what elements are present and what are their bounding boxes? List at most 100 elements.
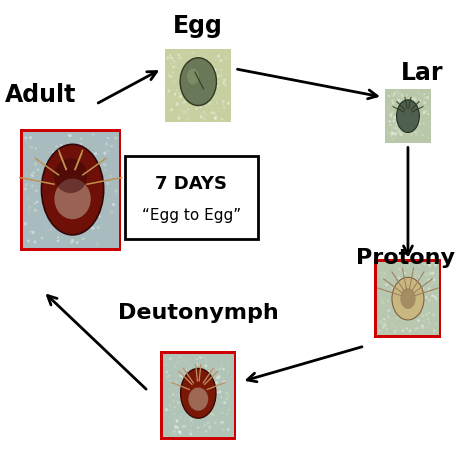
Point (421, 93, 429, 101)
Point (218, 410, 226, 417)
Point (225, 406, 233, 414)
Point (223, 100, 231, 108)
Point (394, 108, 401, 116)
Point (99, 177, 107, 185)
Point (399, 327, 407, 335)
Point (388, 91, 396, 99)
Point (198, 100, 206, 108)
Point (188, 92, 195, 100)
Point (107, 173, 115, 180)
Point (223, 389, 230, 397)
Point (420, 120, 428, 128)
Point (392, 124, 400, 132)
Point (423, 287, 430, 294)
Point (202, 358, 210, 366)
Point (171, 78, 179, 86)
Bar (160, 352, 237, 440)
Point (225, 392, 232, 399)
Point (197, 104, 204, 111)
Point (54, 234, 62, 241)
Point (66, 132, 74, 139)
Point (392, 324, 400, 331)
Point (383, 281, 391, 289)
Point (423, 310, 430, 318)
Point (166, 372, 173, 379)
Point (196, 373, 204, 380)
Point (21, 220, 29, 228)
Point (81, 226, 88, 233)
Point (170, 410, 178, 418)
Point (387, 121, 394, 129)
Point (79, 216, 87, 224)
Point (166, 73, 173, 80)
Point (182, 366, 190, 374)
Point (171, 403, 178, 411)
Point (173, 87, 181, 94)
Point (189, 389, 197, 396)
Point (397, 130, 405, 138)
Point (187, 427, 195, 435)
Point (415, 275, 423, 283)
Point (395, 291, 402, 298)
Point (54, 178, 61, 186)
Point (388, 128, 395, 136)
Point (175, 75, 182, 83)
Point (183, 109, 191, 117)
Point (401, 275, 409, 283)
Point (61, 153, 68, 160)
Point (173, 60, 180, 67)
Point (424, 135, 431, 142)
Point (218, 362, 225, 370)
Point (225, 362, 232, 370)
Ellipse shape (181, 368, 216, 418)
Point (175, 391, 183, 398)
Point (403, 112, 411, 120)
Point (389, 130, 396, 137)
Point (166, 377, 174, 385)
Point (171, 62, 178, 70)
Point (376, 327, 383, 335)
Point (41, 199, 49, 206)
Point (389, 109, 396, 116)
Point (206, 100, 213, 107)
Point (82, 164, 90, 172)
Point (112, 187, 119, 195)
Ellipse shape (392, 277, 424, 320)
Point (59, 224, 66, 232)
Point (425, 285, 433, 292)
Ellipse shape (41, 144, 104, 235)
Point (218, 394, 225, 401)
Point (419, 131, 427, 139)
Point (387, 111, 394, 119)
Point (201, 54, 209, 61)
Text: Protony: Protony (356, 248, 455, 268)
Point (222, 82, 230, 90)
Point (409, 94, 417, 102)
Point (173, 82, 181, 89)
Point (412, 274, 419, 282)
Point (201, 72, 208, 79)
Point (414, 118, 422, 125)
Point (178, 372, 185, 380)
Point (187, 430, 194, 438)
Point (402, 118, 410, 126)
Point (388, 284, 396, 292)
Point (388, 130, 396, 138)
Point (416, 273, 424, 281)
Point (174, 359, 182, 367)
Point (419, 285, 427, 293)
Point (387, 132, 395, 139)
Point (424, 315, 432, 323)
Point (112, 135, 119, 142)
Point (200, 354, 207, 361)
Point (196, 103, 203, 110)
Bar (377, 262, 439, 336)
Point (410, 134, 417, 142)
Point (384, 130, 392, 137)
Point (218, 66, 225, 74)
Point (397, 266, 404, 273)
Point (203, 102, 210, 110)
Point (395, 90, 403, 98)
Point (381, 270, 389, 277)
Point (209, 109, 216, 117)
